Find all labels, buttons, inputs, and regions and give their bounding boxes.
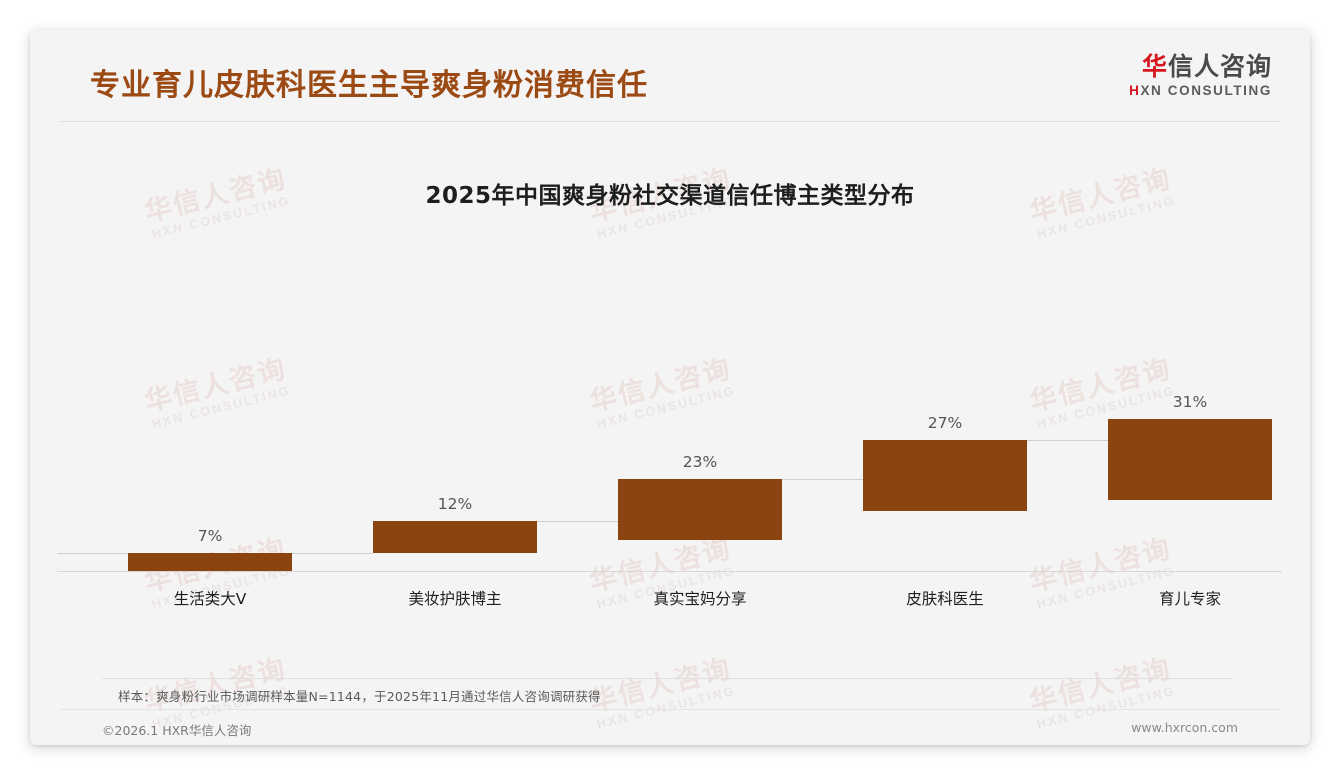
page-title: 专业育儿皮肤科医生主导爽身粉消费信任 <box>90 68 648 103</box>
website-link[interactable]: www.hxrcon.com <box>1131 720 1238 735</box>
bar-4[interactable] <box>863 440 1027 511</box>
copyright-text: ©2026.1 HXR华信人咨询 <box>102 723 252 738</box>
slide-canvas: 华信人咨询 HXN CONSULTING 华信人咨询 HXN CONSULTING 华信… <box>30 30 1310 745</box>
category-label-3: 真实宝妈分享 <box>653 590 747 608</box>
logo-cn-gray: 信人咨询 <box>1167 53 1272 81</box>
connector-line-4 <box>1027 440 1108 441</box>
logo-en-gray: XN CONSULTING <box>1140 83 1272 99</box>
logo-en-red: H <box>1129 83 1141 99</box>
bar-3[interactable] <box>618 479 782 540</box>
bar-1[interactable] <box>128 552 292 571</box>
logo-english: HXN CONSULTING <box>1129 83 1272 98</box>
x-axis-line <box>57 571 1282 572</box>
bar-value-label-2: 12% <box>437 495 473 514</box>
connector-line-2 <box>537 521 618 523</box>
slide-footer: ©2026.1 HXR华信人咨询 www.hxrcon.com <box>30 711 1310 745</box>
source-note: 样本：爽身粉行业市场调研样本量N=1144，于2025年11月通过华信人咨询调研… <box>118 689 601 704</box>
brand-logo: 华信人咨询 HXN CONSULTING <box>1129 54 1272 98</box>
note-divider <box>102 678 1232 679</box>
bar-value-label-5: 31% <box>1172 393 1208 412</box>
bar-value-label-4: 27% <box>927 414 963 432</box>
connector-line-baseline <box>57 552 128 554</box>
bar-value-label-1: 7% <box>197 526 223 545</box>
connector-line-1 <box>292 552 373 554</box>
category-label-4: 皮肤科医生 <box>906 590 984 608</box>
chart-title: 2025年中国爽身粉社交渠道信任博主类型分布 <box>425 183 915 209</box>
bar-2[interactable] <box>373 521 537 553</box>
footer-divider <box>60 709 1280 710</box>
logo-chinese: 华信人咨询 <box>1129 54 1272 80</box>
category-label-1: 生活类大V <box>173 590 247 608</box>
category-label-2: 美妆护肤博主 <box>408 590 502 608</box>
bar-5[interactable] <box>1108 419 1272 501</box>
header-divider <box>60 121 1280 122</box>
waterfall-chart: 7% 生活类大V 12% 美妆护肤博主 23% 真实宝妈分享 27% 皮肤科医生 31% 育儿专家 <box>30 30 1310 745</box>
slide-header: 专业育儿皮肤科医生主导爽身粉消费信任 华信人咨询 HXN CONSULTING <box>30 30 1310 122</box>
logo-cn-red: 华 <box>1141 53 1168 81</box>
category-label-5: 育儿专家 <box>1158 590 1221 608</box>
connector-line-3 <box>782 479 863 481</box>
bar-value-label-3: 23% <box>682 453 718 472</box>
